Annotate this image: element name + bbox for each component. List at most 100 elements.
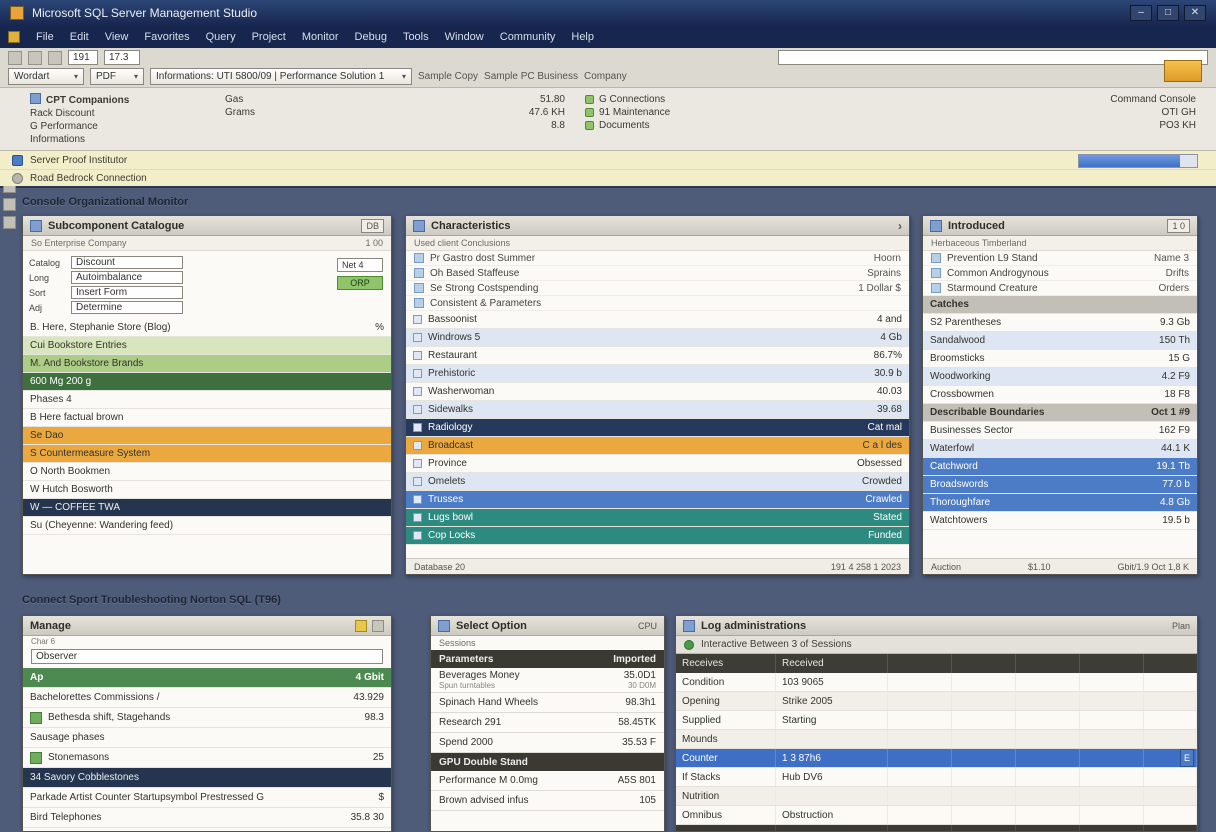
- log-column-header[interactable]: [952, 654, 1016, 673]
- grid-row[interactable]: Waterfowl 44.1 K: [923, 440, 1197, 458]
- log-column-header[interactable]: [888, 654, 952, 673]
- grid-row[interactable]: Restaurant 86.7%: [406, 347, 909, 365]
- grid-row[interactable]: Bird Telephones 35.8 30: [23, 808, 391, 828]
- menu-item[interactable]: Edit: [62, 29, 97, 45]
- row-checkbox-icon[interactable]: [413, 405, 422, 414]
- grid-row[interactable]: Sidewalks 39.68: [406, 401, 909, 419]
- menu-item[interactable]: Favorites: [136, 29, 197, 45]
- log-row[interactable]: [676, 825, 1197, 832]
- grid-row[interactable]: Omelets Crowded: [406, 473, 909, 491]
- field-input[interactable]: Discount: [71, 256, 183, 269]
- grid-row[interactable]: S2 Parentheses 9.3 Gb: [923, 314, 1197, 332]
- field-input[interactable]: Determine: [71, 301, 183, 314]
- row-checkbox-icon[interactable]: [413, 459, 422, 468]
- menu-item[interactable]: View: [97, 29, 137, 45]
- grid-row[interactable]: B Here factual brown: [23, 409, 391, 427]
- new-query-icon[interactable]: [8, 51, 22, 65]
- toolbar-count-field[interactable]: 191: [68, 50, 98, 65]
- execute-button[interactable]: [1164, 60, 1202, 82]
- option-row[interactable]: Spinach Hand Wheels 98.3h1: [431, 693, 664, 713]
- chevron-right-icon[interactable]: ›: [898, 219, 902, 233]
- open-file-icon[interactable]: [28, 51, 42, 65]
- row-checkbox-icon[interactable]: [413, 333, 422, 342]
- grid-row[interactable]: Businesses Sector 162 F9: [923, 422, 1197, 440]
- maximize-icon[interactable]: □: [1157, 5, 1179, 21]
- panel-title-bar[interactable]: Introduced 1 0: [923, 216, 1197, 236]
- row-checkbox-icon[interactable]: [413, 369, 422, 378]
- grid-row[interactable]: Woodworking 4.2 F9: [923, 368, 1197, 386]
- log-row[interactable]: Opening Strike 2005: [676, 692, 1197, 711]
- menu-item[interactable]: Project: [244, 29, 294, 45]
- panel-title-bar[interactable]: Characteristics ›: [406, 216, 909, 236]
- observer-input[interactable]: Observer: [31, 649, 383, 664]
- row-checkbox-icon[interactable]: [413, 513, 422, 522]
- option-row[interactable]: Brown advised infus 105: [431, 791, 664, 811]
- save-icon[interactable]: [48, 51, 62, 65]
- log-row[interactable]: Nutrition: [676, 787, 1197, 806]
- log-column-header[interactable]: Receives: [676, 654, 776, 673]
- grid-row[interactable]: Cui Bookstore Entries: [23, 337, 391, 355]
- row-checkbox-icon[interactable]: [413, 351, 422, 360]
- menu-item[interactable]: Monitor: [294, 29, 347, 45]
- grid-row[interactable]: Trusses Crawled: [406, 491, 909, 509]
- grid-row[interactable]: Broomsticks 15 G: [923, 350, 1197, 368]
- grid-view-icon[interactable]: [372, 620, 384, 632]
- panel-title-bar[interactable]: Log administrations Plan: [676, 616, 1197, 636]
- option-row[interactable]: Research 291 58.45TK: [431, 713, 664, 733]
- connection-combobox[interactable]: Informations: UTI 5800/09 | Performance …: [150, 68, 412, 85]
- row-checkbox-icon[interactable]: [413, 387, 422, 396]
- dock-output-icon[interactable]: [3, 216, 16, 229]
- row-checkbox-icon[interactable]: [413, 315, 422, 324]
- grid-row[interactable]: Radiology Cat mal: [406, 419, 909, 437]
- grid-row[interactable]: Phases 4: [23, 391, 391, 409]
- log-row[interactable]: Counter 1 3 87h6: [676, 749, 1197, 768]
- log-column-header[interactable]: [1080, 654, 1144, 673]
- database-combobox[interactable]: Wordart: [8, 68, 84, 85]
- grid-row[interactable]: Province Obsessed: [406, 455, 909, 473]
- grid-row[interactable]: W Hutch Bosworth: [23, 481, 391, 499]
- grid-row[interactable]: Crossbowmen 18 F8: [923, 386, 1197, 404]
- log-row[interactable]: Omnibus Obstruction: [676, 806, 1197, 825]
- grid-row[interactable]: Washerwoman 40.03: [406, 383, 909, 401]
- menu-item[interactable]: File: [28, 29, 62, 45]
- menu-item[interactable]: Tools: [395, 29, 437, 45]
- toolbar-zoom-field[interactable]: 17.3: [104, 50, 140, 65]
- grid-row[interactable]: Se Dao: [23, 427, 391, 445]
- log-row[interactable]: If Stacks Hub DV6: [676, 768, 1197, 787]
- grid-row[interactable]: M. And Bookstore Brands: [23, 355, 391, 373]
- menu-item[interactable]: Query: [198, 29, 244, 45]
- field-input[interactable]: Autoimbalance: [71, 271, 183, 284]
- panel-title-bar[interactable]: Subcomponent Catalogue DB: [23, 216, 391, 236]
- grid-row[interactable]: 34 Savory Cobblestones: [23, 768, 391, 788]
- row-checkbox-icon[interactable]: [413, 495, 422, 504]
- log-row[interactable]: Condition 103 9065: [676, 673, 1197, 692]
- field-input[interactable]: Insert Form: [71, 286, 183, 299]
- grid-row[interactable]: S Countermeasure System: [23, 445, 391, 463]
- panel-title-bar[interactable]: Select Option CPU: [431, 616, 664, 636]
- panel-title-bar[interactable]: Manage: [23, 616, 391, 636]
- grid-row[interactable]: Ap 4 Gbit: [23, 668, 391, 688]
- grid-row[interactable]: W — COFFEE TWA: [23, 499, 391, 517]
- menu-item[interactable]: Community: [492, 29, 564, 45]
- toolbar-address-input[interactable]: [778, 50, 1208, 65]
- expand-row-button[interactable]: E: [1180, 749, 1194, 767]
- log-column-header[interactable]: [1016, 654, 1080, 673]
- grid-row[interactable]: B. Here, Stephanie Store (Blog) %: [23, 319, 391, 337]
- grid-row[interactable]: O North Bookmen: [23, 463, 391, 481]
- log-column-header[interactable]: Received: [776, 654, 888, 673]
- grid-row[interactable]: Prehistoric 30.9 b: [406, 365, 909, 383]
- option-row[interactable]: GPU Double Stand: [431, 753, 664, 771]
- grid-row[interactable]: Su (Cheyenne: Wandering feed): [23, 517, 391, 535]
- grid-row[interactable]: Parkade Artist Counter Startupsymbol Pre…: [23, 788, 391, 808]
- format-combobox[interactable]: PDF: [90, 68, 144, 85]
- folder-icon[interactable]: [355, 620, 367, 632]
- minimize-icon[interactable]: –: [1130, 5, 1152, 21]
- option-row[interactable]: Spend 2000 35.53 F: [431, 733, 664, 753]
- notification-row[interactable]: Road Bedrock Connection: [0, 169, 1216, 187]
- grid-row[interactable]: Cop Locks Funded: [406, 527, 909, 545]
- grid-row[interactable]: Broadcast C a l des: [406, 437, 909, 455]
- menu-item[interactable]: Window: [437, 29, 492, 45]
- grid-row[interactable]: Sausage phases: [23, 728, 391, 748]
- log-row[interactable]: Supplied Starting: [676, 711, 1197, 730]
- row-checkbox-icon[interactable]: [413, 531, 422, 540]
